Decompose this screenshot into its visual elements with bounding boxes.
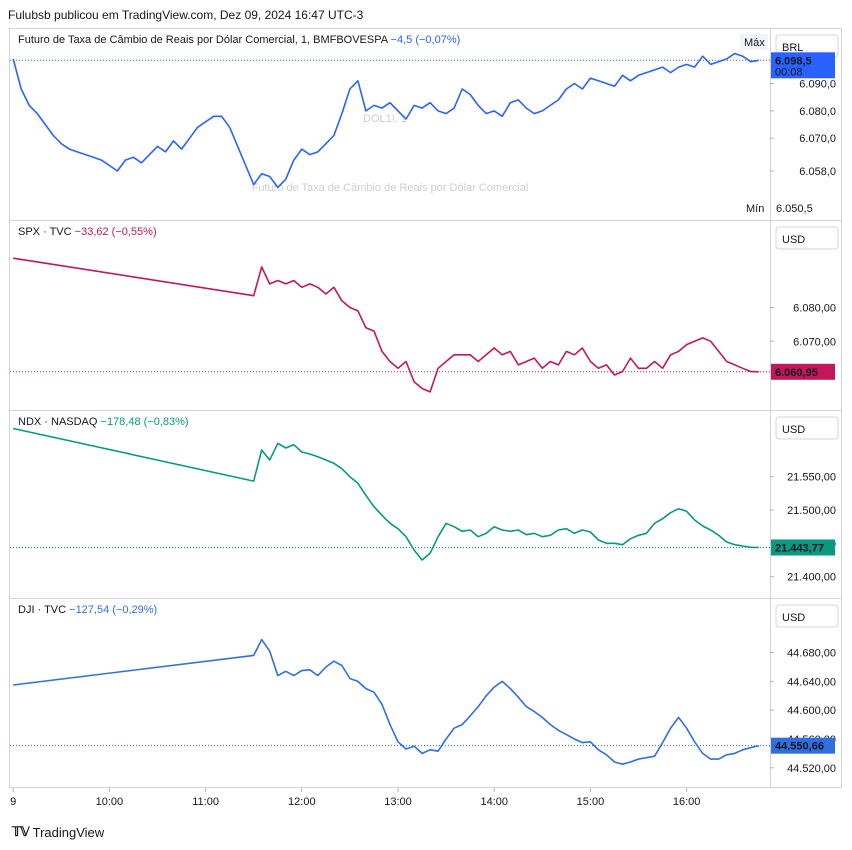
y-tick-label: 44.600,00 [787, 705, 836, 717]
y-tick-label: 21.500,00 [787, 505, 836, 517]
last-price-badge [771, 737, 835, 754]
currency-label: BRL [782, 42, 803, 54]
series-legend: DJI · TVC −127,54 (−0,29%) [18, 604, 157, 616]
series-legend: SPX · TVC −33,62 (−0,55%) [18, 226, 157, 238]
x-tick-label: 11:00 [192, 796, 219, 808]
x-axis: 9 10:00 11:00 12:00 13:00 14:00 15:00 16:00 [10, 788, 700, 808]
legend-change: −4,5 (−0,07%) [391, 34, 461, 46]
footer-brand: 𝕋𝕍 TradingView [12, 824, 104, 840]
last-price-badge [771, 539, 835, 556]
legend-title: DJI · TVC [18, 604, 69, 616]
last-price-label: 21.443,77 [775, 542, 824, 554]
max-label: Máx [744, 37, 765, 49]
series-legend: NDX · NASDAQ −178,48 (−0,83%) [18, 416, 189, 428]
publisher-header: Fulubsb publicou em TradingView.com, Dez… [8, 8, 364, 22]
y-tick-label: 6.090,0 [799, 79, 836, 91]
y-tick-label: 21.550,00 [787, 472, 836, 484]
footer-brand-label: TradingView [32, 824, 105, 840]
min-value-label: 6.050,5 [776, 203, 813, 215]
y-tick-label: 44.640,00 [787, 676, 836, 688]
watermark-symbol: DOL1!, 1 [363, 113, 407, 125]
currency-label: USD [782, 424, 805, 436]
x-tick-label: 10:00 [96, 796, 124, 808]
x-tick-label: 9 [10, 796, 16, 808]
legend-change: −178,48 (−0,83%) [101, 416, 189, 428]
last-price-badge [771, 52, 835, 79]
series-line [12, 52, 759, 189]
last-price-label: 6.098,5 [775, 55, 812, 67]
x-tick-label: 15:00 [577, 796, 605, 808]
last-price-countdown: 00:08 [775, 66, 803, 78]
legend-change: −127,54 (−0,29%) [69, 604, 157, 616]
last-price-label: 44.550,66 [775, 741, 824, 753]
y-tick-label: 6.070,0 [799, 133, 836, 145]
currency-badge [775, 604, 839, 628]
series-line [13, 638, 759, 766]
currency-label: USD [782, 234, 805, 246]
legend-title: Futuro de Taxa de Câmbio de Reais por Dó… [18, 34, 391, 46]
x-tick-label: 12:00 [288, 796, 316, 808]
y-tick-label: 21.400,00 [787, 572, 836, 584]
y-tick-label: 6.070,00 [793, 336, 836, 348]
x-tick-label: 14:00 [480, 796, 508, 808]
legend-title: NDX · NASDAQ [18, 416, 101, 428]
y-tick-label: 44.520,00 [787, 763, 836, 775]
watermark-name: Futuro de Taxa de Câmbio de Reais por Dó… [252, 182, 529, 194]
tradingview-logo-icon: 𝕋𝕍 [12, 824, 30, 839]
x-tick-label: 16:00 [673, 796, 701, 808]
pane-1: 6.070,00 6.080,00 USD 6.060,95 SPX · TVC −33… [9, 220, 842, 393]
pane-3: 44.520,0044.560,0044.600,0044.640,0044.6… [9, 598, 842, 775]
currency-badge [775, 226, 839, 250]
currency-label: USD [782, 612, 805, 624]
min-value-box [771, 200, 831, 216]
x-tick-label: 13:00 [384, 796, 412, 808]
y-tick-label: 44.680,00 [787, 648, 836, 660]
y-tick-label: 6.080,0 [799, 106, 836, 118]
legend-title: SPX · TVC [18, 226, 75, 238]
series-legend: Futuro de Taxa de Câmbio de Reais por Dó… [18, 34, 460, 46]
last-price-label: 6.060,95 [775, 367, 818, 379]
max-label-box [740, 34, 768, 50]
series-line [13, 427, 759, 561]
y-tick-label: 6.080,00 [793, 303, 836, 315]
pane-0: 6.058,0 6.070,0 6.080,0 6.090,0 BRL6.098,500… [10, 34, 839, 216]
series-line [13, 257, 759, 393]
legend-change: −33,62 (−0,55%) [75, 226, 157, 238]
pane-2: 21.400,0021.450,0021.500,0021.550,00USD2… [9, 410, 842, 584]
currency-badge [775, 416, 839, 440]
chart-frame [9, 28, 842, 788]
y-tick-label: 6.058,0 [799, 166, 836, 178]
min-label: Mín [746, 203, 764, 215]
last-price-badge [771, 363, 835, 380]
